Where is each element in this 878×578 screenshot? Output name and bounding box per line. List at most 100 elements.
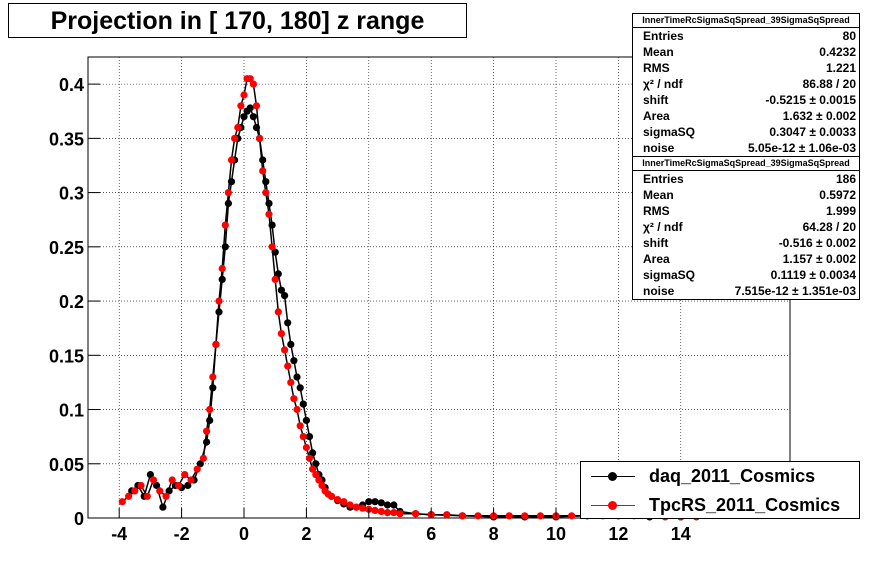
data-point [184,481,192,490]
stats-row: noise 5.05e-12 ± 1.06e-03 [633,140,859,156]
legend-marker [608,501,617,510]
data-point [249,80,257,88]
data-point [162,492,170,500]
stats-key: Mean [643,45,674,59]
data-point [277,330,285,338]
data-point [305,454,314,462]
data-point [302,443,310,452]
data-point [281,292,289,300]
data-point [187,476,195,484]
legend-label: daq_2011_Cosmics [649,466,816,486]
data-point [259,156,267,164]
legend-label: TpcRS_2011_Cosmics [649,495,841,515]
stats-key: Area [643,109,670,123]
x-tick-label: 4 [364,524,374,544]
stats-value: 186 [835,172,856,186]
data-point [290,395,298,403]
data-point [252,123,261,132]
stats-value: 0.1119 ± 0.0034 [770,268,856,282]
data-point [181,471,189,479]
data-point [165,487,173,495]
stats-value: 5.05e-12 ± 1.06e-03 [748,141,856,155]
data-point [231,134,239,142]
data-point [224,189,232,197]
fit-curves [121,77,697,518]
legend-entry-tpcrs: TpcRS_2011_Cosmics [581,491,859,520]
data-point [521,512,529,520]
stats-rows: Entries 80 Mean 0.4232 RMS 1.221 χ² / ndf 86.88… [633,28,859,156]
data-point [268,243,276,251]
data-point [505,512,513,520]
stats-value: 64.28 / 20 [802,220,856,234]
data-point [221,221,229,229]
data-point [299,433,307,441]
data-point [390,501,398,509]
data-point [252,102,261,110]
data-point [196,460,204,468]
stats-key: χ² / ndf [643,77,683,91]
stats-row: Area 1.157 ± 0.002 [633,251,859,267]
data-point [227,178,236,186]
data-point [309,465,317,473]
stats-key: noise [643,141,675,155]
stats-key: sigmaSQ [643,125,696,139]
stats-value: 0.4232 [819,45,856,59]
stats-box-daq: InnerTimeRcSigmaSqSpread_39SigmaSqSpread… [632,13,860,157]
data-point [296,384,304,392]
data-point [383,508,392,517]
stats-value: 1.221 [825,61,856,75]
title-box: Projection in [ 170, 180] z range [8,3,467,38]
stats-key: Entries [643,172,684,186]
x-tick-label: 10 [546,524,566,544]
data-point [156,487,164,495]
data-point [265,210,273,218]
stats-key: RMS [643,61,670,75]
data-point [246,104,254,112]
data-point [302,416,310,424]
data-point [131,487,139,495]
data-point [377,507,385,516]
data-point [118,498,126,506]
data-point [153,481,161,490]
stats-key: noise [643,284,675,298]
data-point [271,248,279,256]
data-point [371,506,379,514]
y-axis-ticks: 0 0.05 0.1 0.15 0.2 0.25 0.3 0.35 0.4 [49,75,100,529]
data-point [371,498,379,506]
data-point [215,297,223,305]
data-point [568,512,576,520]
y-tick-label: 0.05 [49,455,84,475]
data-point [234,123,242,132]
stats-key: Area [643,252,670,266]
data-point [246,75,254,83]
data-point [193,465,201,473]
data-point [218,275,226,283]
data-point [149,476,158,484]
stats-box-tpcrs: InnerTimeRcSigmaSqSpread_39SigmaSqSpread… [632,156,860,300]
data-point [287,378,295,386]
data-point [168,476,176,484]
data-point [293,405,301,414]
stats-rows: Entries 186 Mean 0.5972 RMS 1.999 χ² / ndf 64.2… [633,171,859,299]
data-point [224,199,232,207]
data-point [287,340,295,348]
stats-key: sigmaSQ [643,268,696,282]
data-point [256,134,264,142]
data-point [237,102,245,110]
data-point [199,454,207,462]
data-point [218,264,226,273]
stats-row: shift -0.5215 ± 0.0015 [633,92,859,108]
data-point [327,492,335,500]
stats-row: shift -0.516 ± 0.002 [633,235,859,251]
data-point [268,221,276,229]
data-point [240,91,248,99]
data-point [383,501,392,509]
stats-value: 1.999 [825,204,856,218]
data-point [271,275,279,283]
data-point [377,499,385,507]
stats-row: Area 1.632 ± 0.002 [633,108,859,124]
data-point [159,503,167,511]
stats-value: 86.88 / 20 [802,77,856,91]
data-point [305,433,314,441]
data-point [125,492,133,500]
